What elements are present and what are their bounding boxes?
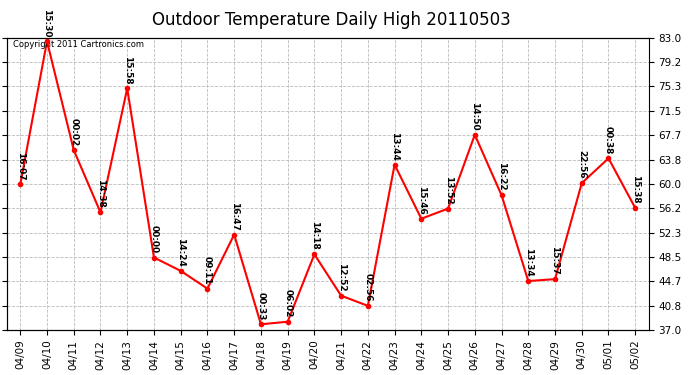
Text: 06:02: 06:02 [283, 289, 292, 318]
Text: 13:44: 13:44 [390, 132, 399, 160]
Text: 22:56: 22:56 [578, 150, 586, 179]
Text: 02:56: 02:56 [364, 273, 373, 302]
Text: 15:37: 15:37 [551, 246, 560, 275]
Text: 14:18: 14:18 [310, 221, 319, 250]
Text: 15:46: 15:46 [417, 186, 426, 214]
Text: 13:34: 13:34 [524, 248, 533, 277]
Text: 00:33: 00:33 [257, 292, 266, 320]
Text: 15:30: 15:30 [43, 9, 52, 37]
Text: 16:47: 16:47 [230, 202, 239, 231]
Text: 14:50: 14:50 [471, 102, 480, 130]
Text: 16:22: 16:22 [497, 162, 506, 191]
Text: 16:07: 16:07 [16, 152, 25, 180]
Text: 15:58: 15:58 [123, 56, 132, 84]
Text: 13:52: 13:52 [444, 176, 453, 204]
Text: 15:38: 15:38 [631, 175, 640, 204]
Text: Outdoor Temperature Daily High 20110503: Outdoor Temperature Daily High 20110503 [152, 11, 511, 29]
Text: 14:24: 14:24 [176, 238, 185, 267]
Text: 12:52: 12:52 [337, 263, 346, 291]
Text: 00:02: 00:02 [69, 118, 78, 146]
Text: 00:38: 00:38 [604, 126, 613, 154]
Text: Copyright 2011 Cartronics.com: Copyright 2011 Cartronics.com [13, 40, 144, 50]
Text: 09:11: 09:11 [203, 256, 212, 285]
Text: 14:38: 14:38 [96, 180, 105, 208]
Text: 00:00: 00:00 [150, 225, 159, 254]
